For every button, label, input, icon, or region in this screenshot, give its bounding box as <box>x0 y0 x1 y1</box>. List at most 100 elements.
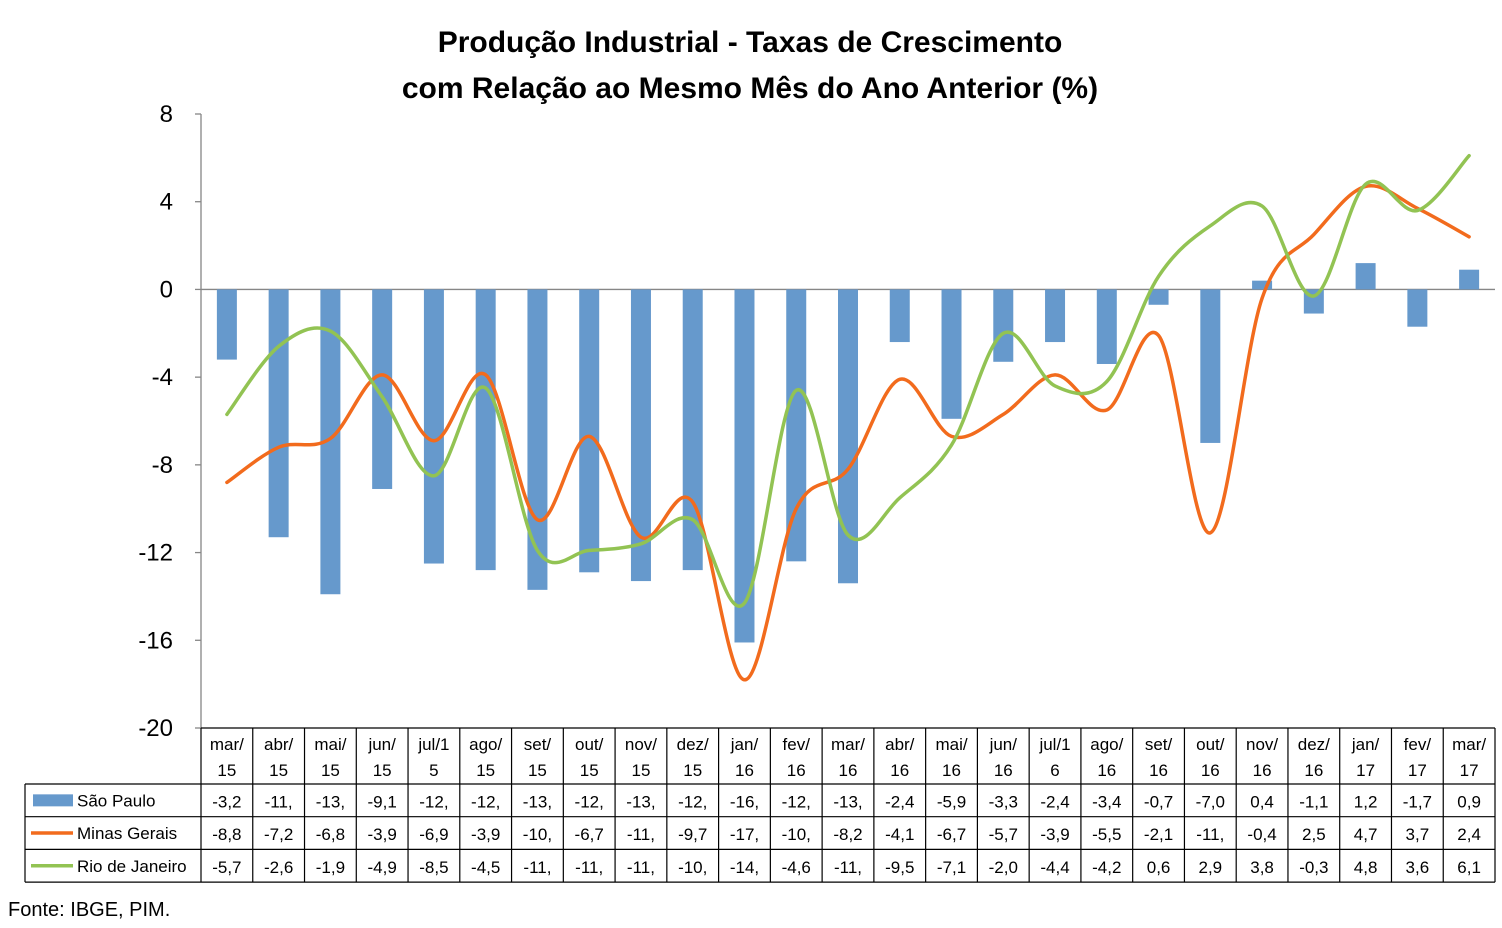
table-cell-value: -5,7 <box>212 858 241 877</box>
table-cell-value: -13, <box>833 792 862 811</box>
table-cell-value: 2,9 <box>1198 858 1222 877</box>
table-cell-value: -3,2 <box>212 792 241 811</box>
table-cell-value: -11, <box>627 858 655 877</box>
table-cell-value: -12, <box>782 792 811 811</box>
x-category-label: 15 <box>683 761 702 780</box>
x-category-label: 15 <box>476 761 495 780</box>
table-cell-value: -2,4 <box>885 792 914 811</box>
x-category-label: mar/ <box>1452 735 1486 754</box>
bar-sao-paulo <box>682 289 703 571</box>
x-category-label: 16 <box>890 761 909 780</box>
x-category-label: 17 <box>1408 761 1427 780</box>
x-category-label: mai/ <box>314 735 346 754</box>
bar-sao-paulo <box>423 289 444 564</box>
table-cell-value: -4,9 <box>368 858 397 877</box>
x-category-label: out/ <box>575 735 604 754</box>
x-category-label: 6 <box>1050 761 1059 780</box>
table-cell-value: -11, <box>575 858 603 877</box>
chart-title: Produção Industrial - Taxas de Crescimen… <box>402 26 1098 105</box>
bar-sao-paulo <box>1148 289 1169 305</box>
table-cell-value: -7,0 <box>1196 792 1225 811</box>
y-tick-label: 0 <box>160 276 173 303</box>
bar-sao-paulo <box>838 289 858 584</box>
table-cell-value: 0,4 <box>1250 792 1274 811</box>
table-cell-value: -3,9 <box>1040 825 1069 844</box>
table-cell-value: -3,3 <box>989 792 1018 811</box>
x-category-label: 15 <box>217 761 236 780</box>
bar-sao-paulo <box>630 289 651 582</box>
table-cell-value: -6,8 <box>316 825 345 844</box>
y-tick-label: -12 <box>138 540 173 567</box>
x-category-label: 15 <box>631 761 650 780</box>
y-tick-label: -4 <box>152 364 173 391</box>
bar-sao-paulo <box>1459 269 1480 290</box>
x-category-label: 16 <box>1149 761 1168 780</box>
table-cell-value: -16, <box>730 792 759 811</box>
bar-sao-paulo <box>993 289 1014 362</box>
x-category-label: nov/ <box>625 735 657 754</box>
table-cell-value: -5,7 <box>989 825 1018 844</box>
x-category-label: dez/ <box>677 735 709 754</box>
bar-sao-paulo <box>1096 289 1117 364</box>
table-cell-value: 3,6 <box>1406 858 1430 877</box>
x-category-label: ago/ <box>1090 735 1123 754</box>
legend-label: Minas Gerais <box>77 824 177 843</box>
table-cell-value: -3,9 <box>368 825 397 844</box>
source-note: Fonte: IBGE, PIM. <box>8 899 171 921</box>
chart-title-line-1: Produção Industrial - Taxas de Crescimen… <box>438 26 1063 59</box>
table-cell-value: -4,1 <box>885 825 914 844</box>
table-cell-value: -7,2 <box>264 825 293 844</box>
x-category-label: 15 <box>373 761 392 780</box>
bar-sao-paulo <box>941 289 962 419</box>
table-cell-value: 2,4 <box>1457 825 1481 844</box>
table-cell-value: -2,0 <box>989 858 1018 877</box>
table-cell-value: -9,1 <box>368 792 397 811</box>
table-cell-value: -0,7 <box>1144 792 1173 811</box>
y-axis: 8 4 0 -4 -8 -12 -16 -20 <box>138 101 1495 742</box>
table-cell-value: -8,2 <box>833 825 862 844</box>
table-cell-value: -1,9 <box>316 858 345 877</box>
table-cell-value: -2,6 <box>264 858 293 877</box>
legend-entry: Minas Gerais <box>31 824 177 843</box>
table-cell-value: 3,7 <box>1406 825 1430 844</box>
table-cell-value: -10, <box>782 825 811 844</box>
table-cell-value: -9,5 <box>885 858 914 877</box>
table-cell-value: -11, <box>265 792 293 811</box>
x-category-label: 17 <box>1356 761 1375 780</box>
table-cell-value: -6,7 <box>937 825 966 844</box>
legend-swatch-bar <box>33 794 73 807</box>
bar-sao-paulo <box>1200 289 1221 443</box>
table-cell-value: -11, <box>627 825 655 844</box>
x-category-label: mai/ <box>935 735 967 754</box>
x-category-label: jul/1 <box>417 735 449 754</box>
table-cell-value: 6,1 <box>1457 858 1481 877</box>
x-category-label: 16 <box>1304 761 1323 780</box>
bar-sao-paulo <box>1355 263 1376 290</box>
x-category-label: 15 <box>528 761 547 780</box>
x-category-label: mar/ <box>831 735 865 754</box>
table-cell-value: -2,1 <box>1144 825 1173 844</box>
x-category-label: jan/ <box>1351 735 1380 754</box>
x-category-label: 16 <box>839 761 858 780</box>
legend-label: Rio de Janeiro <box>77 857 187 876</box>
legend-entry: Rio de Janeiro <box>31 857 187 876</box>
table-cell-value: -5,9 <box>937 792 966 811</box>
data-table: mar/15 abr/15 mai/15 jun/15 jul/1 5 ago/15 set/… <box>24 727 1496 883</box>
x-category-label: 16 <box>1097 761 1116 780</box>
table-cell-value: -11, <box>834 858 862 877</box>
table-cell-value: -4,2 <box>1092 858 1121 877</box>
bar-series-sao-paulo <box>216 263 1480 643</box>
table-cell-value: 1,2 <box>1354 792 1378 811</box>
x-category-label: jul/1 <box>1038 735 1070 754</box>
table-cell-value: 0,6 <box>1147 858 1171 877</box>
bar-sao-paulo <box>734 289 755 643</box>
table-cell-value: -14, <box>730 858 759 877</box>
y-tick-label: 8 <box>160 101 173 128</box>
x-category-label: jan/ <box>730 735 759 754</box>
bar-sao-paulo <box>889 289 910 343</box>
table-cell-value: -1,7 <box>1403 792 1432 811</box>
table-cell-value: -11, <box>523 858 551 877</box>
x-category-label: mar/ <box>210 735 244 754</box>
x-category-label: jun/ <box>367 735 396 754</box>
